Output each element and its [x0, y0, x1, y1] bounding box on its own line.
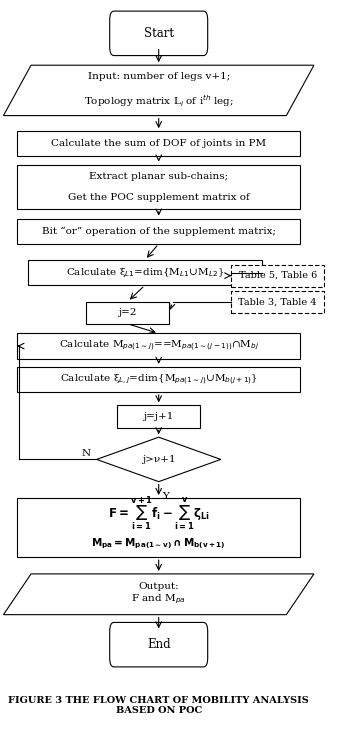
Text: Calculate the sum of DOF of joints in PM: Calculate the sum of DOF of joints in PM: [51, 139, 266, 148]
Text: $\mathbf{M_{pa}=M_{pa(1\sim v)}\cap M_{b(v+1)}}$: $\mathbf{M_{pa}=M_{pa(1\sim v)}\cap M_{b…: [91, 536, 226, 551]
Text: Input: number of legs v+1;

Topology matrix L$_i$ of i$^{th}$ leg;: Input: number of legs v+1; Topology matr…: [84, 72, 234, 109]
Text: Calculate ξ$_{L1}$=dim{M$_{L1}$∪M$_{L2}$}: Calculate ξ$_{L1}$=dim{M$_{L1}$∪M$_{L2}$…: [66, 266, 224, 279]
Bar: [17, 219, 300, 244]
Bar: [17, 165, 300, 209]
Polygon shape: [3, 574, 314, 615]
Text: Start: Start: [144, 27, 174, 40]
Text: j>ν+1: j>ν+1: [142, 455, 176, 464]
Text: Table 5, Table 6: Table 5, Table 6: [239, 271, 317, 280]
Bar: [231, 291, 324, 313]
Bar: [17, 333, 300, 359]
Text: Extract planar sub-chains;

Get the POC supplement matrix of: Extract planar sub-chains; Get the POC s…: [68, 172, 249, 202]
Bar: [28, 260, 262, 285]
Text: Bit “or” operation of the supplement matrix;: Bit “or” operation of the supplement mat…: [42, 227, 276, 236]
Text: j=2: j=2: [118, 308, 137, 317]
Bar: [17, 131, 300, 156]
FancyBboxPatch shape: [110, 622, 208, 667]
Text: $\mathbf{F = \sum_{i=1}^{v+1} f_i - \sum_{i=1}^{v} \zeta_{Li}}$: $\mathbf{F = \sum_{i=1}^{v+1} f_i - \sum…: [108, 495, 209, 534]
Text: Table 3, Table 4: Table 3, Table 4: [238, 298, 317, 307]
Text: FIGURE 3 THE FLOW CHART OF MOBILITY ANALYSIS
BASED ON POC: FIGURE 3 THE FLOW CHART OF MOBILITY ANAL…: [8, 696, 309, 715]
Bar: [117, 405, 200, 428]
Text: End: End: [147, 638, 170, 651]
Bar: [17, 498, 300, 557]
Text: Calculate ξ$_{L,j}$=dim{M$_{pa(1\sim j)}$∪M$_{b(j+1)}$}: Calculate ξ$_{L,j}$=dim{M$_{pa(1\sim j)}…: [60, 372, 258, 387]
FancyBboxPatch shape: [110, 11, 208, 56]
Text: N: N: [82, 449, 91, 458]
Text: Output:
F and M$_{pa}$: Output: F and M$_{pa}$: [131, 582, 186, 606]
Text: Y: Y: [162, 492, 169, 501]
Polygon shape: [3, 65, 314, 116]
Bar: [86, 302, 169, 324]
Bar: [231, 265, 324, 287]
Polygon shape: [97, 437, 221, 482]
Text: j=j+1: j=j+1: [144, 412, 174, 421]
Bar: [17, 367, 300, 392]
Text: Calculate M$_{pa(1\sim j)}$==M$_{pa(1\sim (j-1))}$∩M$_{bj}$: Calculate M$_{pa(1\sim j)}$==M$_{pa(1\si…: [59, 339, 259, 353]
